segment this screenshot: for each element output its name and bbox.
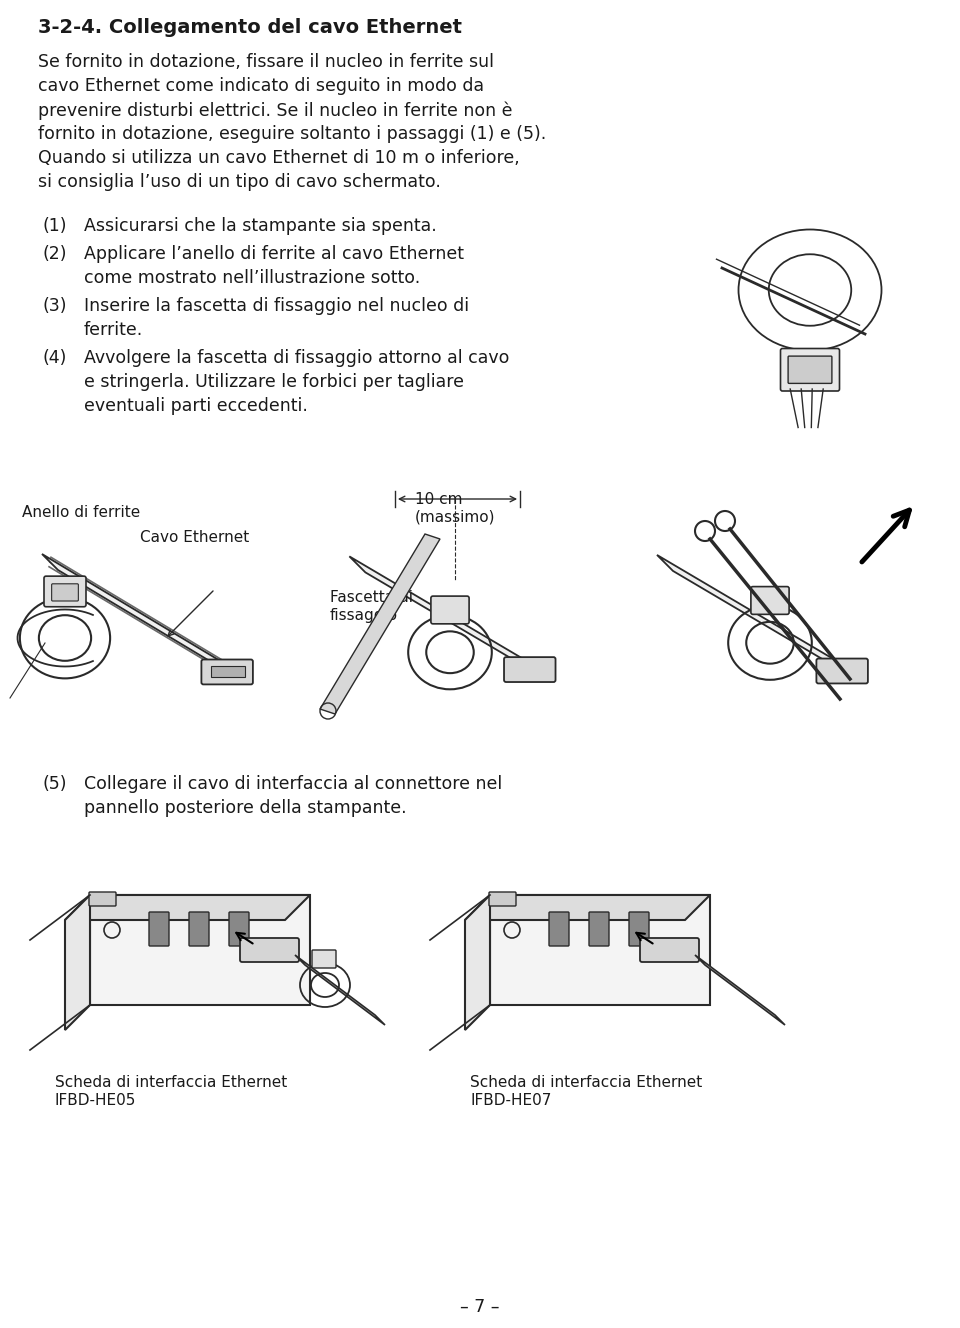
- FancyBboxPatch shape: [780, 348, 839, 390]
- Bar: [211, 667, 245, 677]
- Text: Assicurarsi che la stampante sia spenta.: Assicurarsi che la stampante sia spenta.: [84, 216, 437, 235]
- Text: si consiglia l’uso di un tipo di cavo schermato.: si consiglia l’uso di un tipo di cavo sc…: [38, 173, 441, 191]
- FancyBboxPatch shape: [589, 912, 609, 946]
- Polygon shape: [42, 554, 248, 684]
- Text: fornito in dotazione, eseguire soltanto i passaggi (1) e (5).: fornito in dotazione, eseguire soltanto …: [38, 125, 546, 143]
- FancyBboxPatch shape: [549, 912, 569, 946]
- FancyBboxPatch shape: [229, 912, 249, 946]
- Text: Fascetta di: Fascetta di: [330, 590, 413, 606]
- Text: prevenire disturbi elettrici. Se il nucleo in ferrite non è: prevenire disturbi elettrici. Se il nucl…: [38, 101, 513, 120]
- Text: Scheda di interfaccia Ethernet: Scheda di interfaccia Ethernet: [470, 1074, 703, 1090]
- FancyBboxPatch shape: [431, 596, 469, 624]
- Text: e stringerla. Utilizzare le forbici per tagliare: e stringerla. Utilizzare le forbici per …: [84, 373, 464, 390]
- Text: (massimo): (massimo): [415, 510, 495, 525]
- Text: Inserire la fascetta di fissaggio nel nucleo di: Inserire la fascetta di fissaggio nel nu…: [84, 297, 469, 315]
- Text: eventuali parti eccedenti.: eventuali parti eccedenti.: [84, 397, 308, 414]
- Text: 10 cm: 10 cm: [415, 491, 463, 507]
- Text: Se fornito in dotazione, fissare il nucleo in ferrite sul: Se fornito in dotazione, fissare il nucl…: [38, 53, 494, 70]
- Polygon shape: [90, 895, 310, 1005]
- Polygon shape: [295, 955, 385, 1025]
- Text: (4): (4): [42, 349, 66, 367]
- Text: Quando si utilizza un cavo Ethernet di 10 m o inferiore,: Quando si utilizza un cavo Ethernet di 1…: [38, 149, 519, 167]
- Polygon shape: [65, 895, 310, 920]
- Polygon shape: [349, 556, 551, 681]
- Text: Collegare il cavo di interfaccia al connettore nel: Collegare il cavo di interfaccia al conn…: [84, 776, 502, 793]
- Text: IFBD-HE05: IFBD-HE05: [55, 1093, 136, 1108]
- Polygon shape: [490, 895, 710, 1005]
- FancyBboxPatch shape: [640, 938, 699, 961]
- FancyBboxPatch shape: [788, 356, 832, 384]
- Text: (3): (3): [42, 297, 66, 315]
- Text: Applicare l’anello di ferrite al cavo Ethernet: Applicare l’anello di ferrite al cavo Et…: [84, 244, 464, 263]
- Polygon shape: [320, 534, 440, 714]
- FancyBboxPatch shape: [52, 584, 79, 602]
- Polygon shape: [657, 555, 863, 683]
- Text: (5): (5): [42, 776, 66, 793]
- Text: – 7 –: – 7 –: [460, 1297, 500, 1316]
- Polygon shape: [65, 895, 90, 1031]
- Text: 3-2-4. Collegamento del cavo Ethernet: 3-2-4. Collegamento del cavo Ethernet: [38, 19, 462, 37]
- Text: Anello di ferrite: Anello di ferrite: [22, 505, 140, 521]
- FancyBboxPatch shape: [751, 587, 789, 615]
- FancyBboxPatch shape: [89, 892, 116, 906]
- Text: (1): (1): [42, 216, 66, 235]
- Text: fissaggio: fissaggio: [330, 608, 398, 623]
- FancyBboxPatch shape: [816, 659, 868, 684]
- Text: pannello posteriore della stampante.: pannello posteriore della stampante.: [84, 799, 407, 817]
- Polygon shape: [465, 895, 490, 1031]
- Text: IFBD-HE07: IFBD-HE07: [470, 1093, 551, 1108]
- FancyBboxPatch shape: [189, 912, 209, 946]
- Polygon shape: [465, 895, 710, 920]
- Polygon shape: [695, 955, 785, 1025]
- FancyBboxPatch shape: [629, 912, 649, 946]
- FancyBboxPatch shape: [240, 938, 299, 961]
- Text: cavo Ethernet come indicato di seguito in modo da: cavo Ethernet come indicato di seguito i…: [38, 77, 484, 96]
- FancyBboxPatch shape: [149, 912, 169, 946]
- FancyBboxPatch shape: [312, 950, 336, 968]
- Text: ferrite.: ferrite.: [84, 321, 143, 339]
- Text: Avvolgere la fascetta di fissaggio attorno al cavo: Avvolgere la fascetta di fissaggio attor…: [84, 349, 510, 367]
- FancyBboxPatch shape: [44, 576, 86, 607]
- FancyBboxPatch shape: [504, 657, 556, 683]
- Text: Cavo Ethernet: Cavo Ethernet: [140, 530, 250, 544]
- FancyBboxPatch shape: [202, 660, 252, 684]
- Text: Scheda di interfaccia Ethernet: Scheda di interfaccia Ethernet: [55, 1074, 287, 1090]
- FancyBboxPatch shape: [489, 892, 516, 906]
- Text: come mostrato nell’illustrazione sotto.: come mostrato nell’illustrazione sotto.: [84, 270, 420, 287]
- Text: (2): (2): [42, 244, 66, 263]
